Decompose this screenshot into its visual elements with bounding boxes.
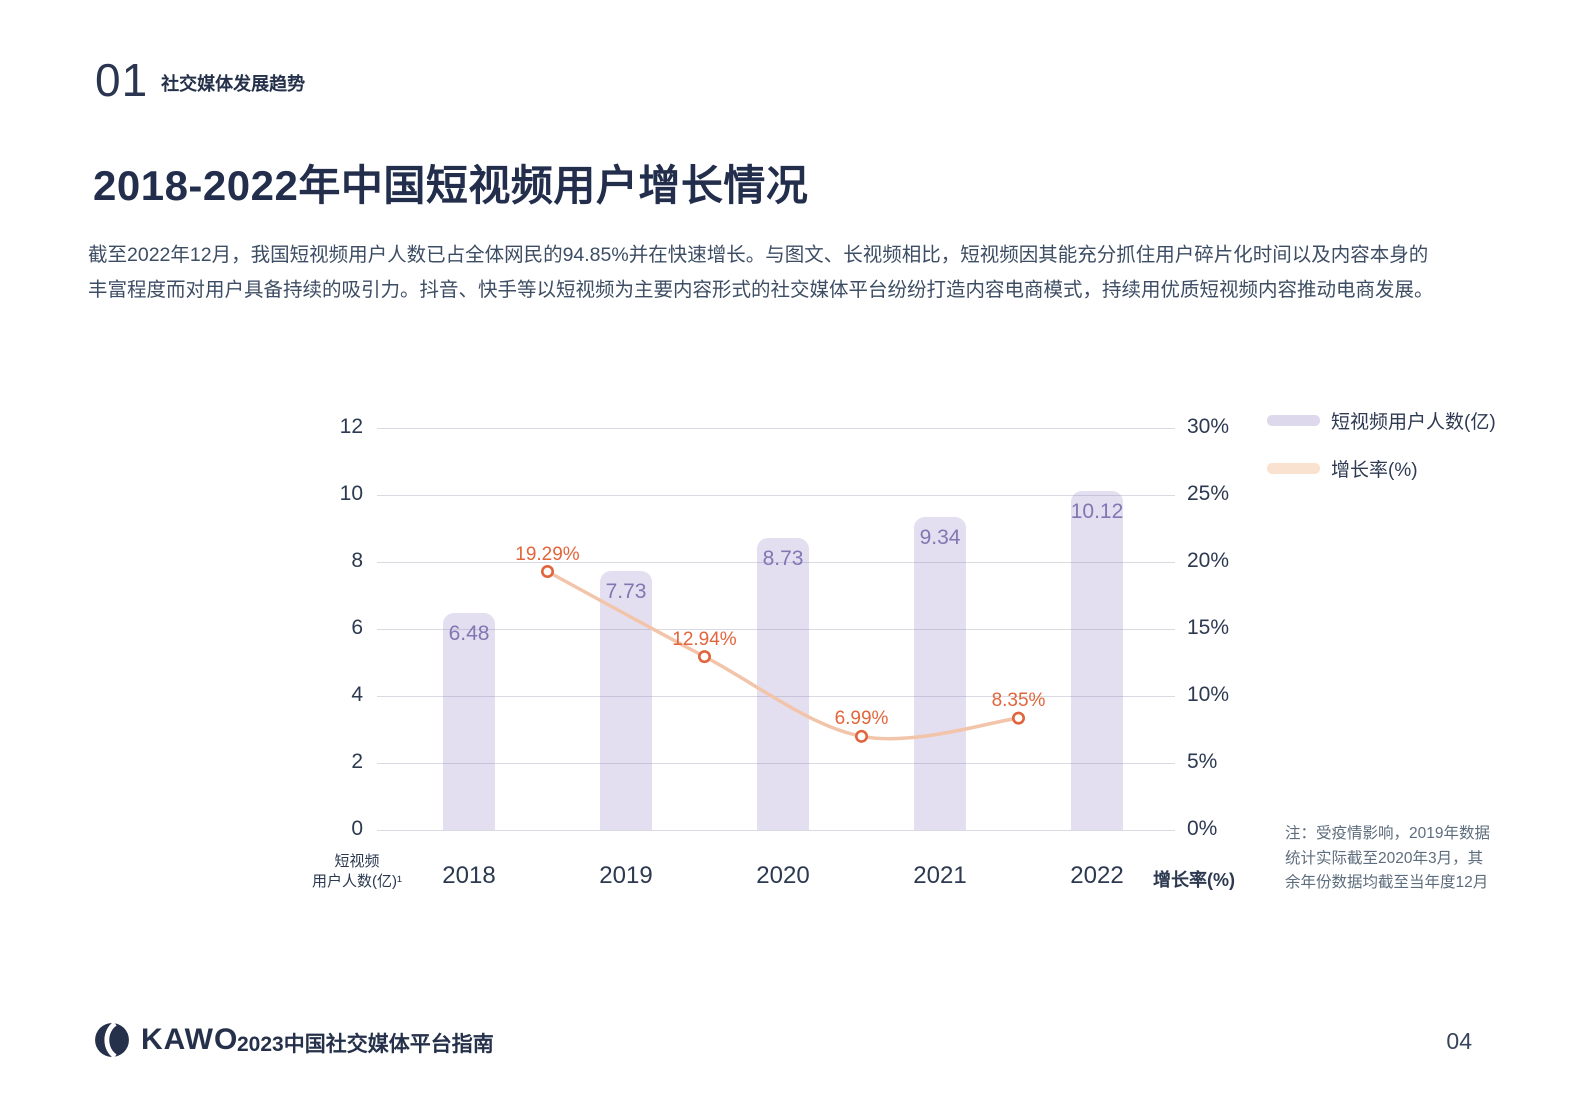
growth-point-dot [541,565,555,579]
y-axis-tick-right: 10% [1187,683,1230,706]
gridline [377,562,1175,563]
left-axis-caption: 短视频 用户人数(亿)¹ [312,853,402,890]
kawo-logo-icon [95,1022,129,1058]
legend-swatch-growth [1267,462,1320,474]
bar [914,517,966,830]
y-axis-tick-right: 20% [1187,549,1230,572]
growth-point-dot [697,650,711,664]
growth-point-label: 6.99% [834,708,889,730]
gridline [377,830,1175,831]
x-axis-year-label: 2019 [599,862,653,889]
gridline [377,763,1175,764]
section-number: 01 [95,54,149,106]
y-axis-tick-right: 5% [1187,750,1218,773]
bar-value-label: 9.34 [919,526,961,550]
section-title: 社交媒体发展趋势 [161,74,306,94]
right-axis-caption: 增长率(%) [1153,870,1235,890]
growth-point-label: 12.94% [672,628,737,650]
kawo-wordmark: KAWO [141,1023,239,1056]
x-axis-year-label: 2021 [913,862,967,889]
chart-legend: 短视频用户人数(亿) 增长率(%) [1267,408,1496,504]
chart-plot: 12 30% 10 25% 8 20% 6 15% 4 10% 2 5% 0 0% 6.48 2018 7.73… [312,415,1235,890]
growth-line-path [545,569,1021,741]
legend-label: 短视频用户人数(亿) [1331,411,1496,433]
footer: KAWO 2023中国社交媒体平台指南 04 [0,1018,1570,1062]
y-axis-tick-left: 6 [351,616,363,639]
x-axis-year-label: 2022 [1070,862,1124,889]
y-axis-tick-right: 0% [1187,817,1218,840]
footer-caption: 2023中国社交媒体平台指南 [237,1033,494,1056]
legend-swatch-users [1267,414,1320,426]
y-axis-tick-left: 8 [351,549,363,572]
y-axis-tick-left: 0 [351,817,363,840]
legend-item: 增长率(%) [1267,456,1496,481]
bar [443,612,495,830]
section-header: 01 社交媒体发展趋势 [95,56,305,104]
bar [757,537,809,830]
gridline [377,495,1175,496]
legend-label: 增长率(%) [1331,459,1418,481]
bar-value-label: 6.48 [448,621,490,645]
x-axis-year-label: 2020 [756,862,810,889]
chart-note: 注：受疫情影响，2019年数据 统计实际截至2020年3月，其 余年份数据均截至… [1285,825,1490,891]
gridline [377,629,1175,630]
intro-paragraph: 截至2022年12月，我国短视频用户人数已占全体网民的94.85%并在快速增长。… [88,244,1434,301]
y-axis-tick-right: 25% [1187,482,1230,505]
y-axis-tick-left: 10 [339,482,363,505]
y-axis-tick-left: 2 [351,750,363,773]
page-title: 2018-2022年中国短视频用户增长情况 [93,162,809,209]
growth-point-label: 19.29% [515,543,580,565]
bar-value-label: 10.12 [1070,499,1124,523]
growth-line-svg [541,565,1025,743]
y-axis-tick-right: 30% [1187,415,1230,438]
x-axis-year-label: 2018 [442,862,496,889]
gridline [377,428,1175,429]
growth-point-dot [854,729,868,743]
growth-point-dot [1011,711,1025,725]
page-number: 04 [1446,1028,1472,1054]
growth-point-label: 8.35% [991,690,1046,712]
bar-value-label: 8.73 [762,546,804,570]
legend-item: 短视频用户人数(亿) [1267,408,1496,433]
gridline [377,696,1175,697]
bar [1071,490,1123,830]
bar-value-label: 7.73 [605,580,647,604]
y-axis-tick-left: 12 [339,415,363,438]
y-axis-tick-left: 4 [351,683,363,706]
y-axis-tick-right: 15% [1187,616,1230,639]
